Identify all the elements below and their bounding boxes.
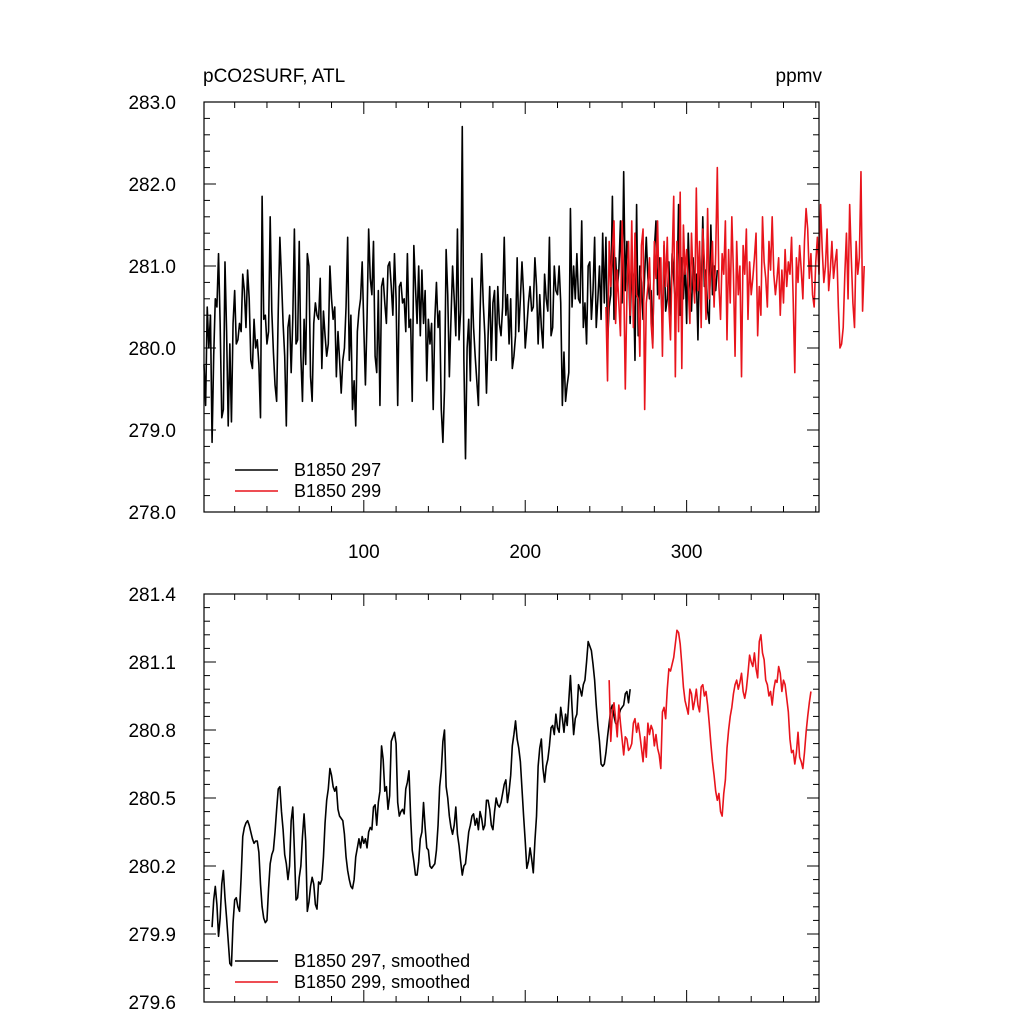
top-panel: pCO2SURF, ATL ppmv 278.0279.0280.0281.02… <box>128 66 865 563</box>
series-line-b1850-299-smoothed <box>608 629 812 817</box>
legend-label-b1850-299-smoothed: B1850 299, smoothed <box>294 972 470 992</box>
y-tick-label: 279.0 <box>128 421 176 442</box>
bottom-axes: 279.6 279.9 280.2 280.5 280.8 281.1 281.4 <box>128 585 820 1014</box>
series-line-b1850-297-smoothed <box>211 640 631 967</box>
legend-label-b1850-297-smoothed: B1850 297, smoothed <box>294 951 470 971</box>
top-series-layer <box>203 125 865 460</box>
bottom-panel: 279.6 279.9 280.2 280.5 280.8 281.1 281.4 B185… <box>128 585 820 1014</box>
y-tick-label: 278.0 <box>128 503 176 524</box>
y-tick-label: 279.9 <box>128 925 176 946</box>
series-line-b1850-299 <box>605 166 865 411</box>
y-tick-label: 280.5 <box>128 789 176 810</box>
chart-title: pCO2SURF, ATL <box>203 66 345 87</box>
top-legend: B1850 297 B1850 299 <box>235 460 381 501</box>
plot-frame <box>203 593 820 1003</box>
y-tick-label: 280.2 <box>128 857 176 878</box>
y-tick-label: 281.0 <box>128 257 176 278</box>
y-tick-label: 281.4 <box>128 585 176 606</box>
y-tick-label: 282.0 <box>128 175 176 196</box>
y-tick-label: 280.8 <box>128 721 176 742</box>
bottom-legend: B1850 297, smoothed B1850 299, smoothed <box>235 951 470 992</box>
units-label: ppmv <box>776 66 823 87</box>
bottom-series-layer <box>211 629 812 967</box>
y-tick-label: 279.6 <box>128 993 176 1014</box>
legend-label-b1850-297: B1850 297 <box>294 460 381 480</box>
plot-frame <box>203 101 820 513</box>
x-tick-label: 100 <box>348 542 380 563</box>
y-tick-label: 281.1 <box>128 653 176 674</box>
y-tick-label: 280.0 <box>128 339 176 360</box>
x-tick-label: 300 <box>671 542 703 563</box>
x-tick-label: 200 <box>509 542 541 563</box>
y-tick-label: 283.0 <box>128 93 176 114</box>
top-axes: 278.0 279.0 280.0 281.0 282.0 283.0 100 200 300 <box>128 93 820 563</box>
legend-label-b1850-299: B1850 299 <box>294 481 381 501</box>
